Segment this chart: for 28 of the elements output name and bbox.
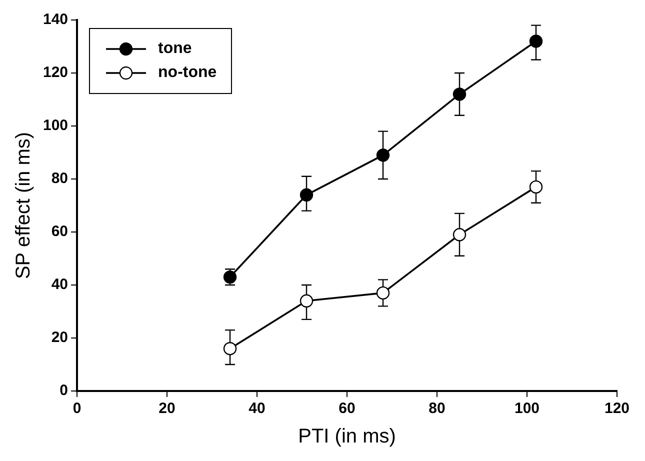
- point: [376, 286, 390, 300]
- legend-label: no-tone: [158, 63, 217, 83]
- y-tick-label: 120: [42, 64, 68, 82]
- point: [529, 180, 543, 194]
- x-tick-label: 0: [72, 400, 82, 418]
- y-tick-label: 20: [51, 329, 68, 346]
- x-tick-label: 60: [338, 400, 356, 418]
- y-tick-label: 60: [51, 223, 68, 240]
- x-tick-label: 40: [248, 400, 266, 418]
- x-tick-label: 80: [428, 400, 446, 418]
- x-tick-label: 120: [604, 400, 630, 418]
- point: [376, 148, 390, 162]
- y-tick-label: 100: [42, 117, 68, 134]
- point: [452, 228, 466, 242]
- point: [452, 88, 466, 101]
- x-tick-label: 20: [158, 400, 176, 418]
- point: [300, 294, 314, 308]
- point: [300, 188, 314, 202]
- y-tick-label: 40: [51, 276, 68, 294]
- point: [529, 34, 543, 48]
- point: [223, 342, 237, 356]
- x-tick-label: 100: [514, 400, 540, 418]
- y-tick-label: 140: [42, 11, 68, 28]
- y-tick-label: 80: [51, 170, 68, 188]
- x-axis-title: PTI (in ms): [298, 426, 396, 448]
- y-axis-title: SP effect (in ms): [12, 132, 35, 280]
- y-tick-label: 0: [60, 382, 68, 400]
- legend-label: tone: [158, 39, 192, 59]
